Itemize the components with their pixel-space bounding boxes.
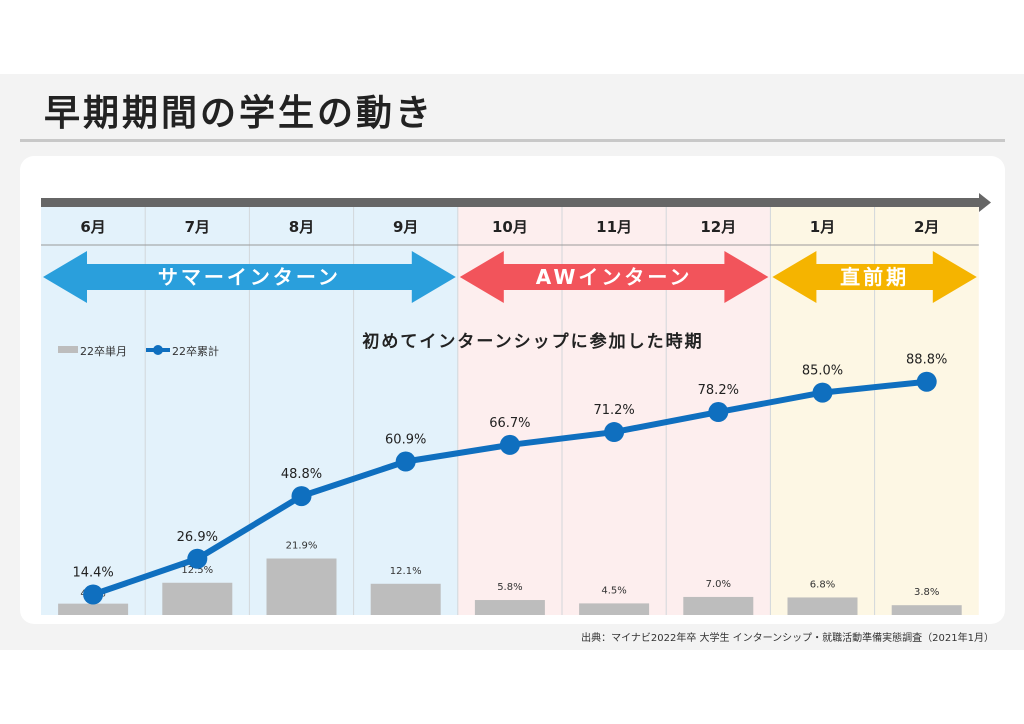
legend-line-label: 22卒累計 (172, 344, 219, 358)
bar-1月 (787, 597, 858, 615)
bar-value-label: 5.8% (497, 582, 522, 593)
cumulative-value-label: 88.8% (906, 353, 947, 368)
bar-value-label: 12.1% (390, 566, 422, 577)
month-label: 9月 (393, 218, 418, 236)
cumulative-point-2月 (916, 371, 937, 392)
phase-label-0: サマーインターン (158, 265, 341, 289)
cumulative-value-label: 14.4% (72, 566, 113, 581)
chart-title: 初めてインターンシップに参加した時期 (362, 331, 703, 352)
cumulative-value-label: 60.9% (385, 433, 426, 448)
cumulative-point-6月 (83, 584, 104, 605)
bar-11月 (579, 603, 650, 615)
bar-value-label: 7.0% (706, 579, 731, 590)
month-label: 12月 (700, 218, 736, 236)
month-label: 8月 (289, 218, 314, 236)
cumulative-point-9月 (395, 451, 416, 472)
bar-value-label: 4.5% (601, 585, 626, 596)
timeline-arrow-shaft (41, 198, 981, 207)
bar-10月 (474, 600, 545, 615)
month-label: 10月 (492, 218, 528, 236)
month-label: 7月 (185, 218, 210, 236)
page-title: 早期期間の学生の動き (44, 93, 435, 134)
phase-arrow-1 (459, 251, 769, 303)
phase-arrow-2 (772, 251, 977, 303)
bar-6月 (58, 603, 129, 615)
legend-line-marker (153, 345, 163, 355)
cumulative-point-11月 (604, 422, 625, 443)
bar-7月 (162, 582, 233, 615)
bar-value-label: 12.5% (181, 565, 213, 576)
bar-8月 (266, 558, 337, 615)
timeline-arrow-head (979, 193, 991, 212)
phase-arrow-0 (43, 251, 456, 303)
bar-2月 (891, 605, 962, 615)
source-note: 出典：マイナビ2022年卒 大学生 インターンシップ・就職活動準備実態調査（20… (581, 633, 994, 644)
cumulative-point-12月 (708, 402, 729, 423)
cumulative-point-7月 (187, 548, 208, 569)
cumulative-value-label: 71.2% (593, 403, 634, 418)
bar-9月 (370, 583, 441, 615)
cumulative-value-label: 26.9% (177, 530, 218, 545)
month-label: 11月 (596, 218, 632, 236)
bar-value-label: 3.8% (914, 587, 939, 598)
cumulative-value-label: 66.7% (489, 416, 530, 431)
cumulative-point-1月 (812, 382, 833, 403)
month-label: 1月 (810, 218, 835, 236)
bar-12月 (683, 596, 754, 615)
legend-bar-label: 22卒単月 (80, 344, 127, 358)
cumulative-point-10月 (499, 434, 520, 455)
bar-value-label: 21.9% (286, 540, 318, 551)
cumulative-value-label: 85.0% (802, 364, 843, 379)
phase-label-1: AWインターン (536, 265, 693, 289)
cumulative-point-8月 (291, 486, 312, 507)
cumulative-value-label: 48.8% (281, 467, 322, 482)
month-label: 2月 (914, 218, 939, 236)
phase-label-2: 直前期 (840, 265, 909, 289)
cumulative-value-label: 78.2% (698, 383, 739, 398)
month-label: 6月 (80, 218, 105, 236)
bar-value-label: 6.8% (810, 579, 835, 590)
legend-bar-swatch (58, 346, 78, 353)
title-divider (20, 139, 1005, 142)
